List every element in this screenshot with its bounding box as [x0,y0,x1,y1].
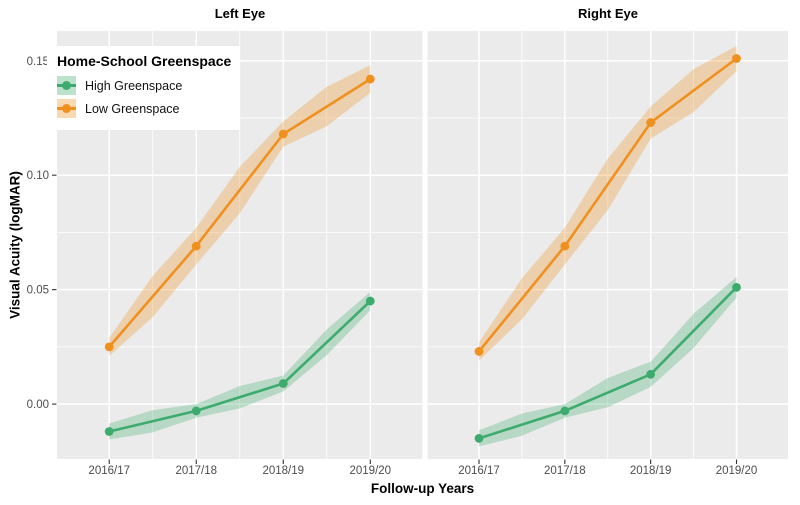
y-tick-label: 0.05 [27,285,49,297]
data-point [560,406,570,416]
x-tick-label: 2016/17 [458,465,500,477]
x-tick-label: 2017/18 [175,465,217,477]
data-point [646,118,656,127]
y-tick-label: 0.15 [27,56,49,68]
facet-title-left-eye: Left Eye [214,6,266,21]
ci-ribbon [109,65,371,357]
legend-key-high-greenspace-icon [57,76,76,95]
y-tick-label: 0.00 [27,399,49,411]
data-point [732,54,741,63]
data-point [646,369,656,379]
x-axis-title: Follow-up Years [370,481,475,496]
data-point [104,427,114,436]
x-tick-label: 2016/17 [88,465,130,477]
series-line [477,57,738,353]
data-point [365,296,375,306]
data-point [278,379,288,388]
data-point [474,434,484,443]
x-tick-label: 2018/19 [262,465,304,477]
legend: Home-School Greenspace High Greenspace L… [47,46,240,130]
series-line [107,299,372,433]
data-point [278,129,288,139]
series-line [477,285,738,440]
data-point [732,282,741,292]
data-point [560,241,570,251]
data-point [474,347,484,356]
legend-point-icon [62,81,71,90]
y-axis-title: Visual Acuity (logMAR) [7,171,23,319]
legend-point-icon [62,104,71,113]
ci-ribbon [479,45,737,361]
legend-key-low-greenspace-icon [57,99,76,118]
x-tick-label: 2019/20 [349,465,391,477]
y-tick-label: 0.10 [27,170,49,182]
data-point [104,342,114,352]
series-line [107,77,372,349]
data-point [191,241,201,251]
legend-item-high-greenspace: High Greenspace [57,76,230,95]
data-point [191,406,201,416]
x-tick-label: 2018/19 [630,465,672,477]
legend-title: Home-School Greenspace [57,53,232,69]
legend-item-low-greenspace: Low Greenspace [57,99,230,118]
x-tick-label: 2017/18 [544,465,586,477]
legend-label-high-greenspace: High Greenspace [85,78,183,93]
data-point [365,74,375,84]
legend-label-low-greenspace: Low Greenspace [85,101,180,116]
x-tick-label: 2019/20 [716,465,758,477]
facet-title-right-eye: Right Eye [578,6,638,21]
